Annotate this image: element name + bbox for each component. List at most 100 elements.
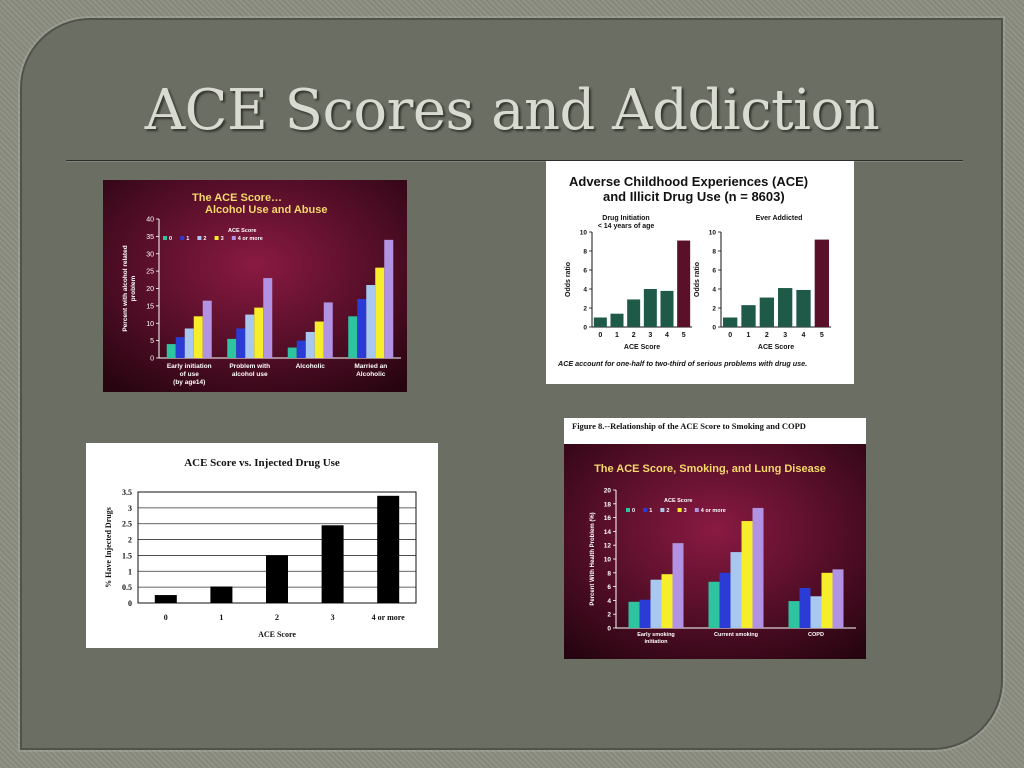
bar <box>796 289 811 327</box>
y-tick-label: 30 <box>146 251 154 258</box>
y-tick-label: 1.5 <box>122 551 132 560</box>
legend-label: 1 <box>186 236 189 242</box>
category-label: alcohol use <box>232 371 268 378</box>
x-tick-label: 0 <box>728 332 732 339</box>
bar <box>366 285 376 358</box>
y-tick-label: 10 <box>146 321 154 328</box>
chart-smoking-lung-disease-svg: Figure 8.--Relationship of the ACE Score… <box>564 418 866 659</box>
y-tick-label: 0.5 <box>122 583 132 592</box>
figure-caption: Figure 8.--Relationship of the ACE Score… <box>572 421 806 431</box>
y-tick-label: 20 <box>146 286 154 293</box>
bar <box>661 574 673 628</box>
y-tick-label: 5 <box>150 338 154 345</box>
chart-smoking-lung-disease: Figure 8.--Relationship of the ACE Score… <box>564 418 866 659</box>
y-tick-label: 0 <box>607 626 611 633</box>
bar <box>660 290 674 327</box>
category-label: Problem with <box>229 363 270 370</box>
bar <box>323 302 333 358</box>
bar <box>348 316 358 358</box>
bar <box>321 525 344 603</box>
x-tick-label: 4 <box>802 332 806 339</box>
bar <box>245 314 255 358</box>
legend-label: 4 or more <box>238 236 263 242</box>
y-tick-label: 4 <box>607 598 611 605</box>
y-tick-label: 16 <box>604 515 612 522</box>
x-axis-label: ACE Score <box>758 344 794 351</box>
legend-title: ACE Score <box>664 498 692 504</box>
y-tick-label: 3.5 <box>122 488 132 497</box>
bar <box>650 579 662 628</box>
bar <box>314 321 324 358</box>
x-tick-label: 2 <box>765 332 769 339</box>
legend-label: 0 <box>169 236 172 242</box>
x-tick-label: 3 <box>331 613 335 622</box>
y-tick-label: 4 <box>712 287 716 294</box>
category-label: Alcoholic <box>296 363 326 370</box>
chart-illicit-drug-use: Adverse Childhood Experiences (ACE) and I… <box>546 161 854 384</box>
bar <box>723 317 738 327</box>
y-axis-label: Odds ratio <box>694 262 701 297</box>
y-tick-label: 0 <box>128 599 132 608</box>
panel-subtitle: < 14 years of age <box>598 223 655 230</box>
y-tick-label: 8 <box>607 570 611 577</box>
y-tick-label: 40 <box>146 217 154 224</box>
bar <box>628 601 640 628</box>
bar <box>759 297 774 327</box>
bar <box>627 299 641 327</box>
category-label: Current smoking <box>714 632 758 638</box>
chart-title: Adverse Childhood Experiences (ACE) <box>569 174 808 189</box>
panel-subtitle: Drug Initiation <box>602 215 649 222</box>
x-tick-label: 3 <box>783 332 787 339</box>
bar <box>677 240 691 327</box>
y-tick-label: 10 <box>580 230 588 237</box>
legend-title: ACE Score <box>228 228 256 234</box>
y-tick-label: 35 <box>146 234 154 241</box>
legend-label: 4 or more <box>701 508 726 514</box>
y-tick-label: 3 <box>128 504 132 513</box>
chart-title: ACE Score vs. Injected Drug Use <box>184 457 340 469</box>
bar <box>193 316 203 358</box>
y-axis-label: Odds ratio <box>565 262 572 297</box>
title-divider <box>66 160 963 161</box>
legend-swatch <box>694 508 699 512</box>
category-label: Early smoking <box>637 632 675 638</box>
legend-swatch <box>197 236 202 240</box>
legend-label: 3 <box>221 236 224 242</box>
bar <box>799 587 811 628</box>
category-label: initiation <box>645 639 669 645</box>
y-tick-label: 15 <box>146 303 154 310</box>
bar <box>730 552 742 628</box>
y-tick-label: 12 <box>604 543 612 550</box>
bar <box>741 305 756 327</box>
bar <box>810 596 822 628</box>
legend-swatch <box>163 236 167 240</box>
legend-label: 0 <box>632 508 635 514</box>
bar <box>821 572 833 628</box>
y-tick-label: 2.5 <box>122 520 132 529</box>
legend-swatch <box>677 508 682 512</box>
x-tick-label: 5 <box>820 332 824 339</box>
legend-swatch <box>231 236 236 240</box>
bar <box>741 521 753 628</box>
chart-alcohol-use: The ACE Score… Alcohol Use and Abuse 0 5 10 1… <box>103 180 407 392</box>
y-tick-label: 0 <box>583 325 587 332</box>
bar <box>357 298 367 358</box>
x-tick-label: 4 <box>665 332 669 339</box>
chart-title: The ACE Score, Smoking, and Lung Disease <box>594 463 826 475</box>
chart-injected-drug-use: ACE Score vs. Injected Drug Use 0 0.5 1 1.5 2… <box>86 443 438 648</box>
x-tick-label: 5 <box>682 332 686 339</box>
x-tick-label: 1 <box>615 332 619 339</box>
legend-label: 2 <box>666 508 669 514</box>
y-tick-label: 0 <box>150 356 154 363</box>
y-tick-label: 6 <box>583 268 587 275</box>
x-axis-label: ACE Score <box>258 630 296 639</box>
y-tick-label: 20 <box>604 488 612 495</box>
bar <box>643 289 657 327</box>
panel-subtitle: Ever Addicted <box>756 215 803 222</box>
y-tick-label: 0 <box>712 325 716 332</box>
y-axis-label: % Have Injected Drugs <box>104 507 113 588</box>
bar <box>287 347 297 358</box>
legend-swatch <box>660 508 665 512</box>
legend-swatch <box>626 508 630 512</box>
bar <box>236 328 246 358</box>
